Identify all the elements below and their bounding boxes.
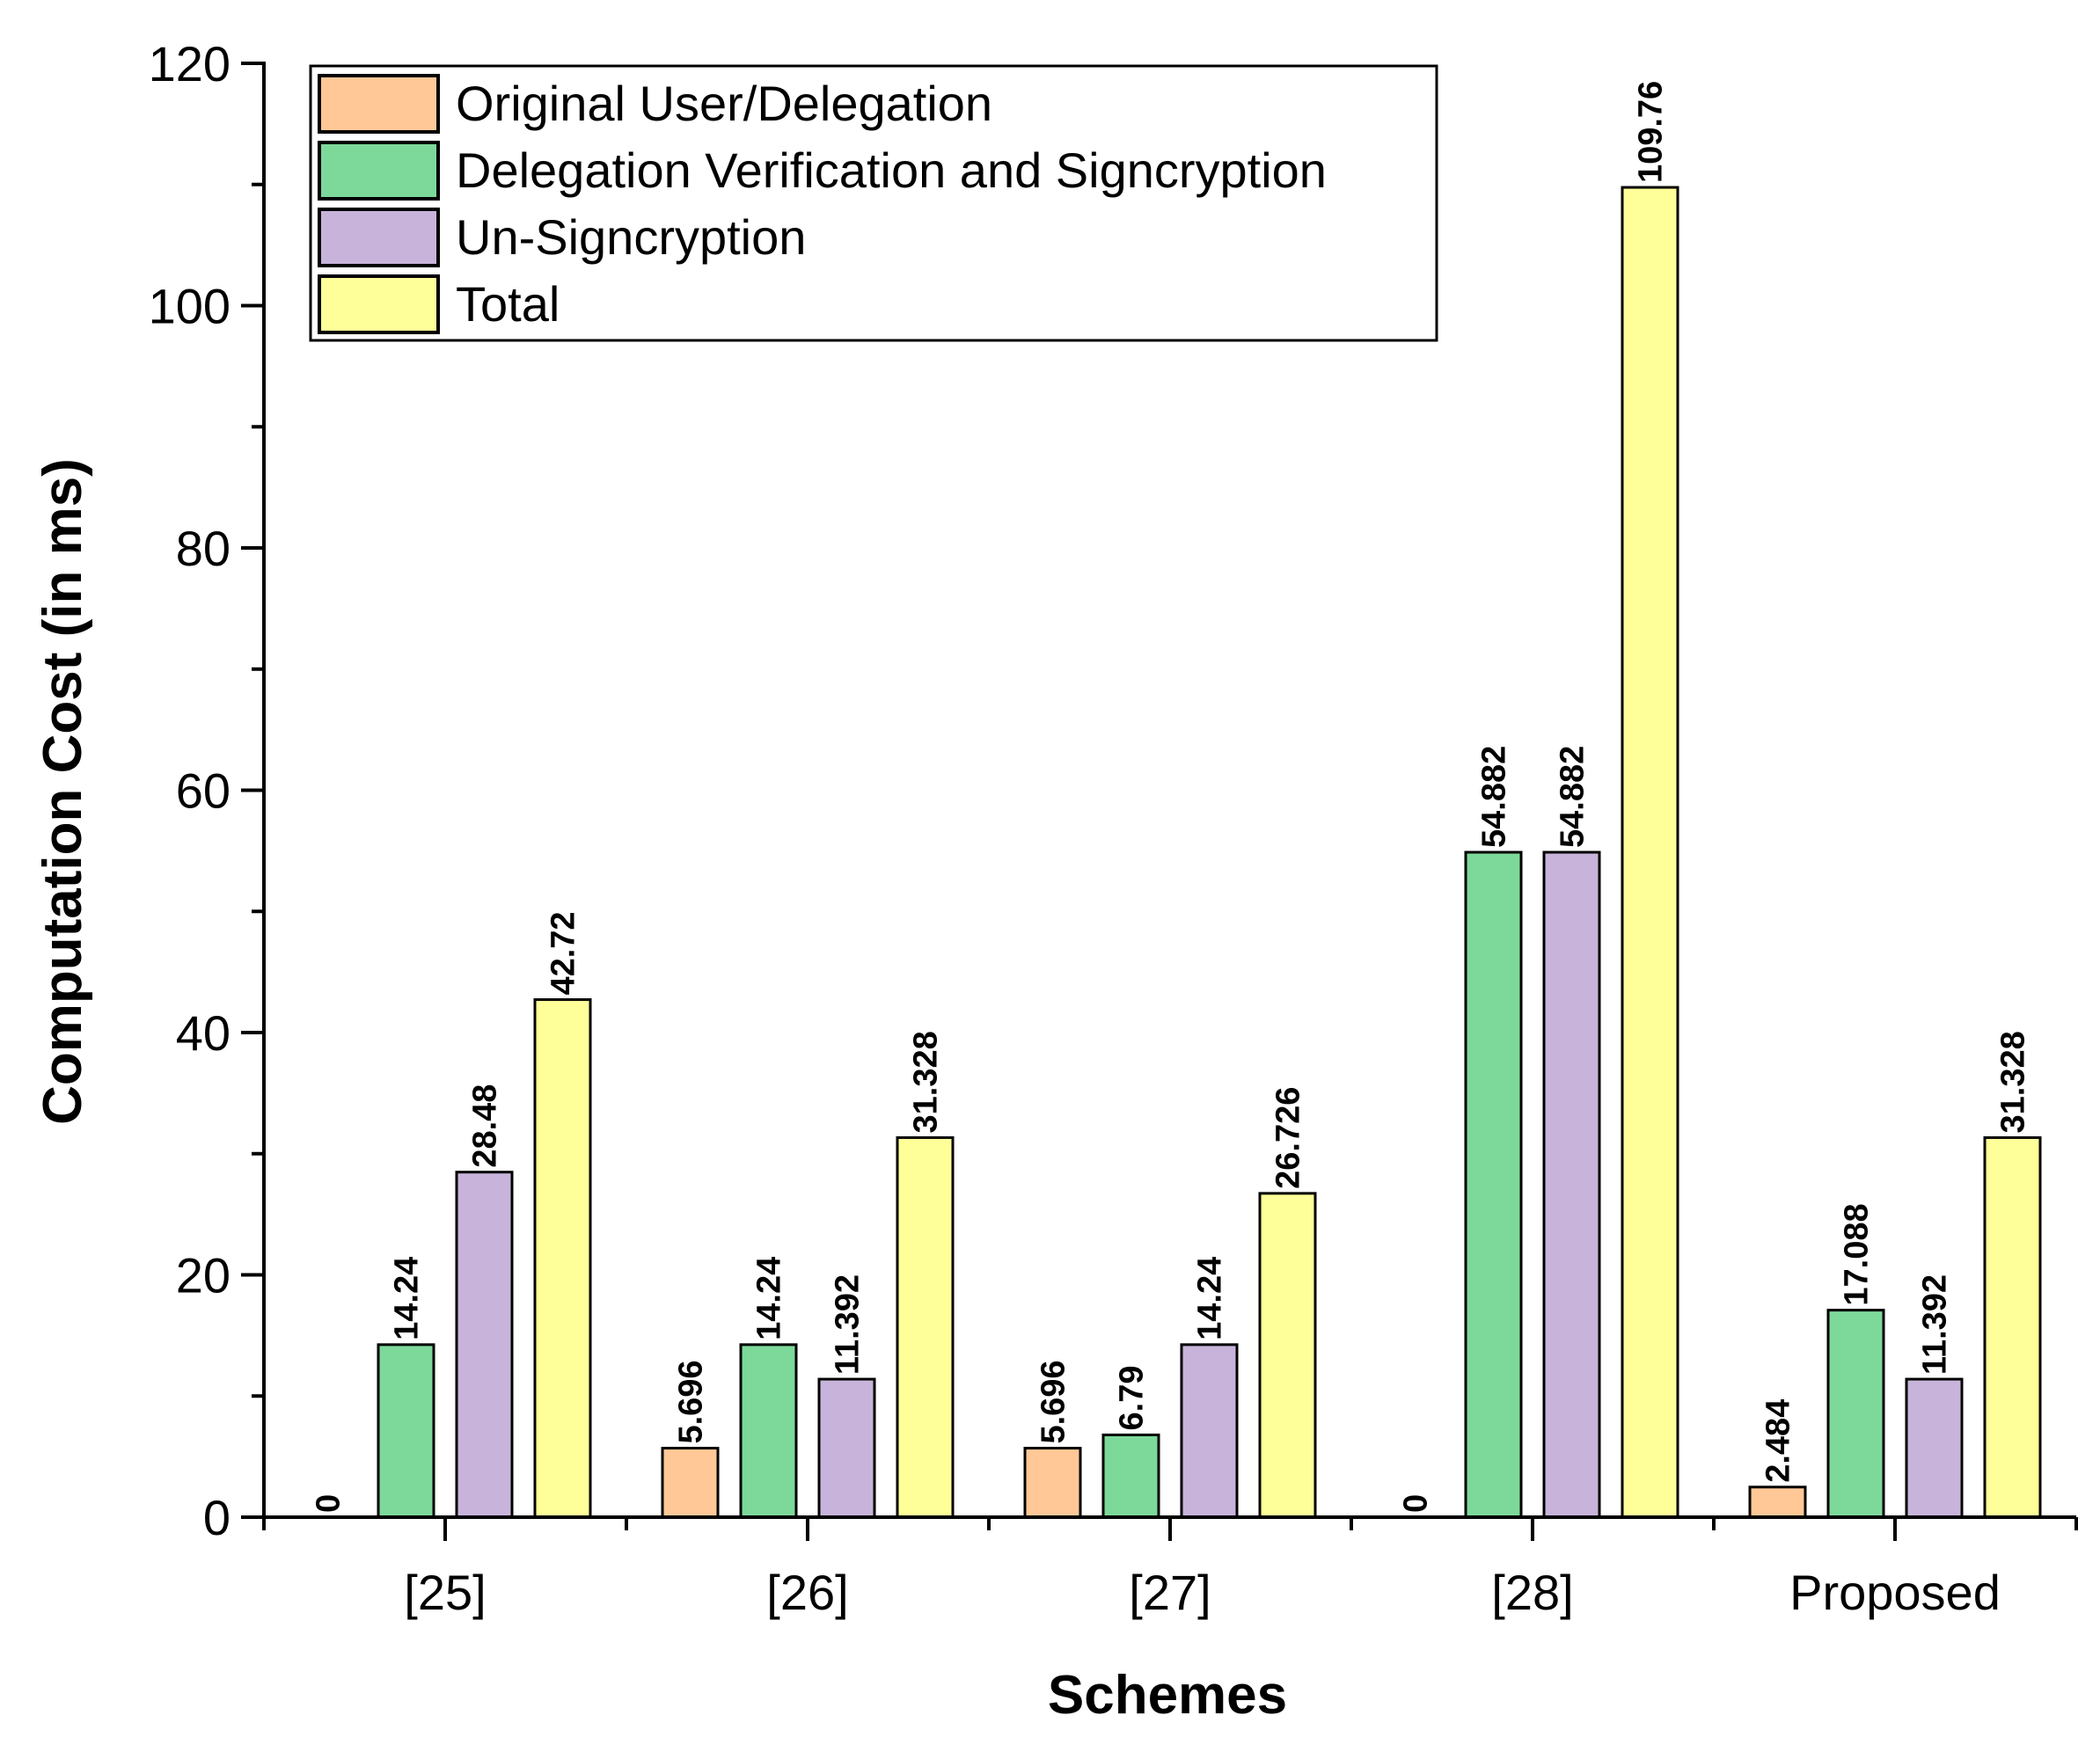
legend-swatch (318, 141, 440, 201)
bar-value-label: 54.882 (1555, 746, 1591, 848)
bar-value-label: 31.328 (908, 1031, 945, 1133)
bar-total-4 (1983, 1135, 2042, 1519)
bar-value-label: 0 (311, 1494, 348, 1513)
bar-value-label: 14.24 (1192, 1257, 1229, 1340)
bar-un-signcryption-4 (1905, 1377, 1964, 1519)
bar-un-signcryption-0 (455, 1171, 514, 1519)
bar-total-3 (1621, 186, 1679, 1519)
bar-value-label: 5.696 (1035, 1360, 1072, 1443)
axes-layer: 0 20 40 60 80 100 120 [25] [26] [27] [28] Proposed (149, 36, 2078, 1620)
bar-value-label: 26.726 (1270, 1087, 1307, 1189)
bar-value-label: 31.328 (1995, 1031, 2032, 1133)
legend-label: Un-Signcryption (456, 209, 806, 265)
bar-value-label: 2.484 (1760, 1399, 1797, 1483)
y-tick-label: 0 (203, 1490, 230, 1545)
bar-delegation-verification-and-signcryption-4 (1826, 1309, 1885, 1519)
bar-value-label: 42.72 (545, 911, 582, 995)
bar-value-label: 54.882 (1476, 746, 1513, 848)
bar-original-user-delegation-2 (1023, 1447, 1082, 1519)
legend-swatch (318, 208, 440, 267)
bar-value-label: 28.48 (467, 1084, 504, 1168)
x-tick-label: [25] (404, 1565, 486, 1620)
y-tick-label: 40 (176, 1005, 230, 1061)
bar-value-label: 0 (1398, 1494, 1435, 1513)
x-tick-label: [28] (1491, 1565, 1573, 1620)
bar-un-signcryption-2 (1180, 1343, 1239, 1519)
legend-box (309, 64, 1438, 342)
y-axis-title: Computation Cost (in ms) (33, 458, 93, 1125)
legend-swatch (318, 74, 440, 134)
bar-value-label: 17.088 (1839, 1203, 1876, 1305)
legend-label: Total (456, 276, 560, 332)
bar-un-signcryption-1 (817, 1377, 876, 1519)
y-tick-label: 100 (149, 279, 230, 334)
y-tick-label: 80 (176, 521, 230, 576)
legend-swatch (318, 274, 440, 334)
y-tick-label: 120 (149, 36, 230, 91)
bar-value-label: 11.392 (830, 1274, 867, 1375)
x-tick-label: [27] (1129, 1565, 1211, 1620)
bar-original-user-delegation-1 (661, 1447, 720, 1519)
y-tick-label: 20 (176, 1248, 230, 1303)
x-tick-label: [26] (766, 1565, 848, 1620)
legend: Original User/Delegation Delegation Verif… (309, 64, 1438, 342)
bar-delegation-verification-and-signcryption-2 (1101, 1433, 1160, 1519)
bar-total-1 (896, 1135, 955, 1519)
bar-delegation-verification-and-signcryption-3 (1464, 850, 1523, 1519)
bar-total-2 (1258, 1192, 1317, 1519)
bars-layer (377, 186, 2042, 1519)
legend-label: Original User/Delegation (456, 76, 992, 131)
legend-label: Delegation Verification and Signcryption (456, 142, 1327, 198)
bar-value-label: 14.24 (751, 1257, 788, 1340)
bar-value-label: 6.79 (1114, 1365, 1151, 1430)
bar-value-label: 5.696 (673, 1360, 710, 1443)
bar-delegation-verification-and-signcryption-1 (739, 1343, 798, 1519)
bar-value-label: 109.76 (1633, 81, 1670, 183)
labels-layer: 0 14.24 28.48 42.72 5.696 14.24 11.392 31.328 5.… (311, 81, 2032, 1513)
bar-value-label: 14.24 (389, 1257, 426, 1340)
bar-value-label: 11.392 (1917, 1274, 1954, 1375)
bar-original-user-delegation-4 (1748, 1486, 1807, 1519)
x-axis-title: Schemes (1048, 1665, 1287, 1726)
bar-total-0 (533, 998, 592, 1519)
bar-un-signcryption-3 (1542, 850, 1601, 1519)
y-tick-label: 60 (176, 763, 230, 819)
bar-delegation-verification-and-signcryption-0 (377, 1343, 435, 1519)
x-tick-label: Proposed (1789, 1565, 2001, 1620)
